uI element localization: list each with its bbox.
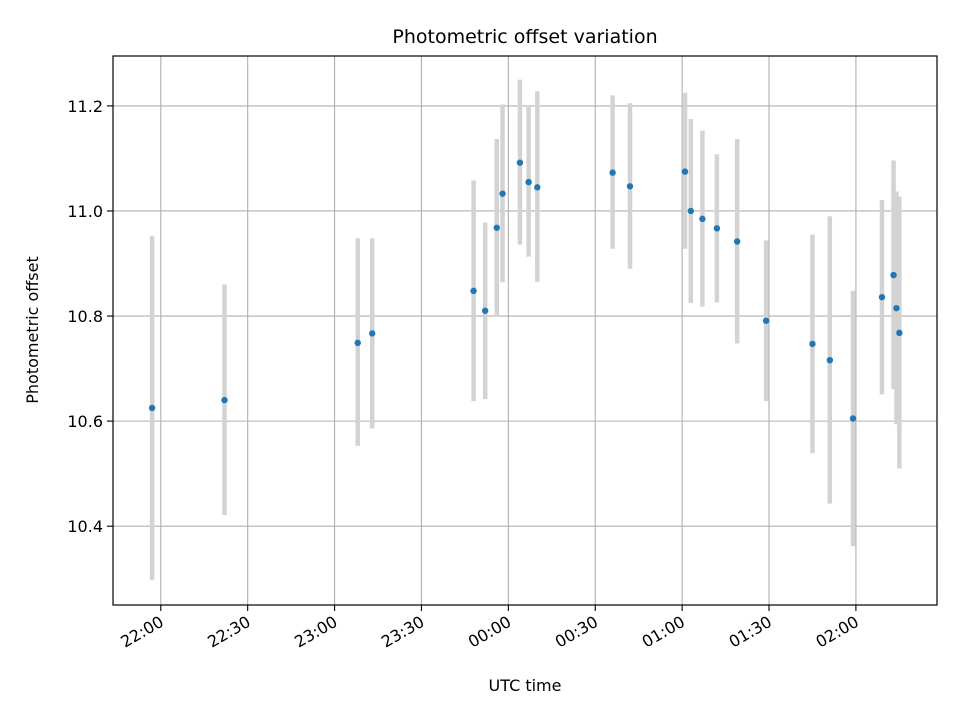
- data-point: [626, 183, 634, 190]
- data-point: [681, 168, 689, 175]
- y-tick-label: 10.6: [67, 412, 103, 431]
- data-point: [499, 190, 506, 197]
- x-axis-label: UTC time: [489, 676, 562, 695]
- data-point: [826, 356, 834, 364]
- y-tick-label: 10.4: [67, 517, 103, 536]
- data-point: [609, 169, 616, 176]
- data-point: [687, 207, 695, 215]
- data-point: [516, 159, 524, 166]
- data-point: [525, 178, 532, 186]
- data-point: [733, 238, 741, 245]
- data-point: [534, 184, 541, 191]
- data-points: [148, 159, 903, 422]
- data-point: [354, 339, 361, 347]
- y-tick-label: 10.8: [67, 307, 103, 326]
- data-point: [762, 317, 770, 324]
- chart-title: Photometric offset variation: [392, 26, 657, 48]
- grid: [113, 56, 937, 605]
- data-point: [481, 307, 489, 314]
- data-point: [713, 225, 721, 232]
- data-point: [896, 329, 903, 337]
- data-point: [221, 396, 228, 404]
- data-point: [890, 271, 897, 279]
- data-point: [849, 415, 857, 422]
- y-axis-label: Photometric offset: [23, 256, 42, 404]
- data-point: [699, 215, 706, 223]
- data-point: [470, 287, 477, 295]
- data-point: [809, 340, 816, 348]
- data-point: [878, 293, 886, 301]
- data-point: [893, 304, 900, 312]
- y-tick-label: 11.2: [67, 97, 103, 116]
- data-point: [148, 404, 156, 412]
- plot-frame: [112, 55, 938, 606]
- data-point: [369, 330, 376, 337]
- data-point: [493, 224, 500, 231]
- y-tick-label: 11.0: [67, 202, 103, 221]
